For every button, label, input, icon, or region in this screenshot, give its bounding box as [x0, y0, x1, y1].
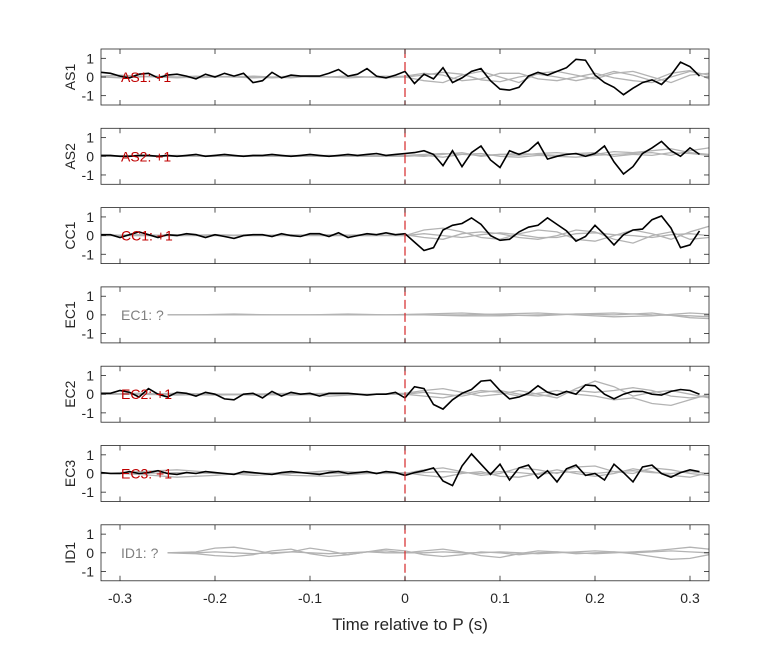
background-trace — [101, 465, 709, 477]
y-tick-label: 1 — [86, 209, 94, 225]
y-tick-label: -1 — [82, 246, 95, 262]
y-tick-label: -1 — [82, 167, 95, 183]
background-trace — [167, 312, 709, 320]
panel-y-label: EC2 — [62, 380, 78, 407]
panel-y-label: AS1 — [62, 64, 78, 91]
y-tick-label: 0 — [86, 386, 94, 402]
y-tick-label: 1 — [86, 368, 94, 384]
y-tick-label: 1 — [86, 288, 94, 304]
panel-plot-area — [101, 379, 709, 411]
panel-plot-area — [101, 140, 709, 176]
background-trace — [101, 151, 709, 157]
panel-label: AS2: +1 — [121, 148, 171, 164]
background-trace — [101, 470, 709, 476]
x-axis-label: Time relative to P (s) — [332, 615, 488, 634]
panel-label: EC1: ? — [121, 307, 164, 323]
highlight-trace — [101, 215, 701, 252]
panel-plot-area — [101, 452, 709, 487]
y-tick-label: 1 — [86, 130, 94, 146]
panel-label: AS1: +1 — [121, 69, 171, 85]
x-tick-label: -0.1 — [298, 590, 322, 606]
x-tick-label: -0.2 — [203, 590, 227, 606]
panel-y-label: EC3 — [62, 460, 78, 487]
y-tick-label: 1 — [86, 50, 94, 66]
y-tick-label: 1 — [86, 447, 94, 463]
background-trace — [167, 550, 709, 555]
highlight-trace — [101, 140, 700, 176]
panel-label: EC3: +1 — [121, 466, 172, 482]
y-tick-label: -1 — [82, 88, 95, 104]
y-tick-label: 1 — [86, 526, 94, 542]
panel-label: CC1: +1 — [121, 228, 173, 244]
y-tick-label: 0 — [86, 69, 94, 85]
panel-y-label: ID1 — [62, 542, 78, 564]
y-tick-label: -1 — [82, 484, 95, 500]
y-tick-label: 0 — [86, 307, 94, 323]
highlight-trace — [101, 379, 700, 411]
panel-y-label: CC1 — [62, 221, 78, 249]
x-axis: -0.3 -0.2 -0.1 0 0.1 0.2 0.3 — [108, 590, 700, 606]
highlight-trace — [101, 58, 701, 96]
panel-y-label: EC1 — [62, 301, 78, 328]
y-tick-label: -1 — [82, 563, 95, 579]
y-tick-label: 0 — [86, 228, 94, 244]
background-trace — [101, 389, 709, 407]
y-tick-label: 0 — [86, 545, 94, 561]
panel-label: EC2: +1 — [121, 386, 172, 402]
panel-plot-area — [167, 546, 709, 560]
x-tick-label: 0.2 — [585, 590, 605, 606]
panel-y-label: AS2 — [62, 143, 78, 170]
y-tick-label: -1 — [82, 405, 95, 421]
background-trace — [101, 232, 709, 239]
x-tick-label: 0.3 — [680, 590, 700, 606]
panel-plot-area — [167, 312, 709, 320]
panel-plot-area — [101, 215, 709, 252]
y-tick-label: 0 — [86, 466, 94, 482]
x-tick-label: -0.3 — [108, 590, 132, 606]
x-tick-label: 0 — [401, 590, 409, 606]
highlight-trace — [101, 452, 700, 487]
y-tick-label: 0 — [86, 148, 94, 164]
x-tick-label: 0.1 — [490, 590, 510, 606]
background-trace — [101, 387, 709, 399]
y-tick-label: -1 — [82, 326, 95, 342]
panel-label: ID1: ? — [121, 545, 159, 561]
